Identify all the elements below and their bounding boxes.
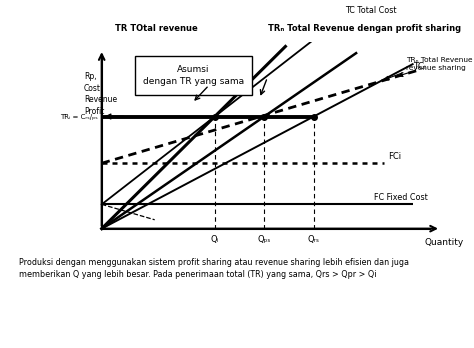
- Text: TCᵢ: TCᵢ: [413, 62, 425, 71]
- Text: TR TOtal revenue: TR TOtal revenue: [115, 24, 198, 33]
- Text: Rp,
Cost
Revenue
Profit: Rp, Cost Revenue Profit: [84, 72, 117, 116]
- Text: Qₚₛ: Qₚₛ: [257, 235, 271, 244]
- Text: FCi: FCi: [388, 152, 401, 161]
- Text: TC Total Cost: TC Total Cost: [346, 6, 397, 15]
- Text: FC Fixed Cost: FC Fixed Cost: [374, 193, 428, 202]
- Text: Produksi dengan menggunakan sistem profit sharing atau revenue sharing lebih efi: Produksi dengan menggunakan sistem profi…: [19, 258, 409, 279]
- Text: TRₙ Total Revenue dengan profit sharing: TRₙ Total Revenue dengan profit sharing: [268, 24, 461, 33]
- Text: Asumsi
dengan TR yang sama: Asumsi dengan TR yang sama: [143, 65, 244, 86]
- Text: Quantity: Quantity: [425, 238, 464, 247]
- Text: TRₙ Total Revenue dengan
revenue sharing: TRₙ Total Revenue dengan revenue sharing: [406, 57, 474, 71]
- Text: Qᵢ: Qᵢ: [211, 235, 219, 244]
- Text: Qᵣₛ: Qᵣₛ: [308, 235, 319, 244]
- Text: TRᵢ = Cᵣₛ/ₚₛ: TRᵢ = Cᵣₛ/ₚₛ: [60, 113, 98, 119]
- FancyBboxPatch shape: [135, 56, 252, 95]
